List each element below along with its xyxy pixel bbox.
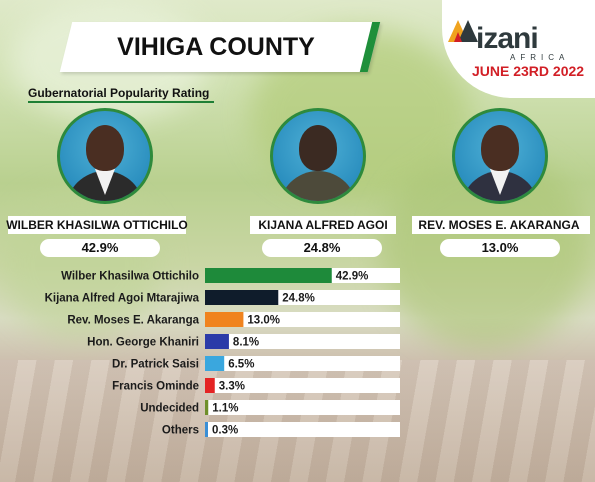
brand-logo: izani AFRICA JUNE 23RD 2022 [442,0,595,98]
candidate-percentage: 13.0% [440,239,560,257]
category-label: Undecided [140,403,199,415]
name-plate [412,216,590,234]
bar [205,312,244,327]
candidate-name: REV. MOSES E. AKARANGA [418,218,580,232]
page-title: VIHIGA COUNTY [117,33,315,61]
bar [205,290,279,305]
chart-subtitle: Gubernatorial Popularity Rating [28,86,210,100]
value-label: 6.5% [228,359,254,371]
bar [205,268,332,283]
bar-chart-svg: Wilber Khasilwa Ottichilo 42.9% Kijana Alf… [45,268,400,437]
bar-track [205,422,400,437]
category-label: Kijana Alfred Agoi Mtarajiwa [45,293,200,305]
candidate-percentage: 42.9% [40,239,160,257]
category-label: Hon. George Khaniri [87,337,199,349]
value-label: 13.0% [247,315,280,327]
name-plate [250,216,396,234]
background-foliage [0,190,160,340]
category-label: Others [162,425,199,437]
candidate-name: WILBER KHASILWA OTTICHILO [6,218,188,232]
name-plate [8,216,186,234]
logo-mark-icon [448,20,478,42]
candidate-percentage: 24.8% [262,239,382,257]
value-label: 3.3% [219,381,245,393]
value-label: 24.8% [282,293,315,305]
brand-tagline: AFRICA [510,53,570,62]
bar-track [205,356,400,371]
candidate-name: KIJANA ALFRED AGOI [258,218,388,232]
value-label: 0.3% [212,425,238,437]
bar-track [205,334,400,349]
brand-name: izani [476,22,539,55]
bar [205,356,225,371]
category-label: Rev. Moses E. Akaranga [67,315,199,327]
value-label: 8.1% [233,337,259,349]
bar-track [205,400,400,415]
candidate-photo [270,108,366,204]
bar-chart: Wilber Khasilwa Ottichilo 42.9% Kijana Alf… [10,262,410,440]
value-label: 1.1% [212,403,238,415]
publication-date: JUNE 23RD 2022 [472,63,585,79]
category-label: Dr. Patrick Saisi [112,359,199,371]
category-label: Francis Ominde [112,381,199,393]
category-label: Wilber Khasilwa Ottichilo [61,271,199,283]
bar-track [205,378,400,393]
bar-track [205,312,400,327]
subtitle-underline [28,101,214,103]
bar [205,334,229,349]
bar [205,422,208,437]
bar [205,378,215,393]
candidate-photo [57,108,153,204]
bar [205,400,209,415]
candidate-photo [452,108,548,204]
value-label: 42.9% [336,271,369,283]
